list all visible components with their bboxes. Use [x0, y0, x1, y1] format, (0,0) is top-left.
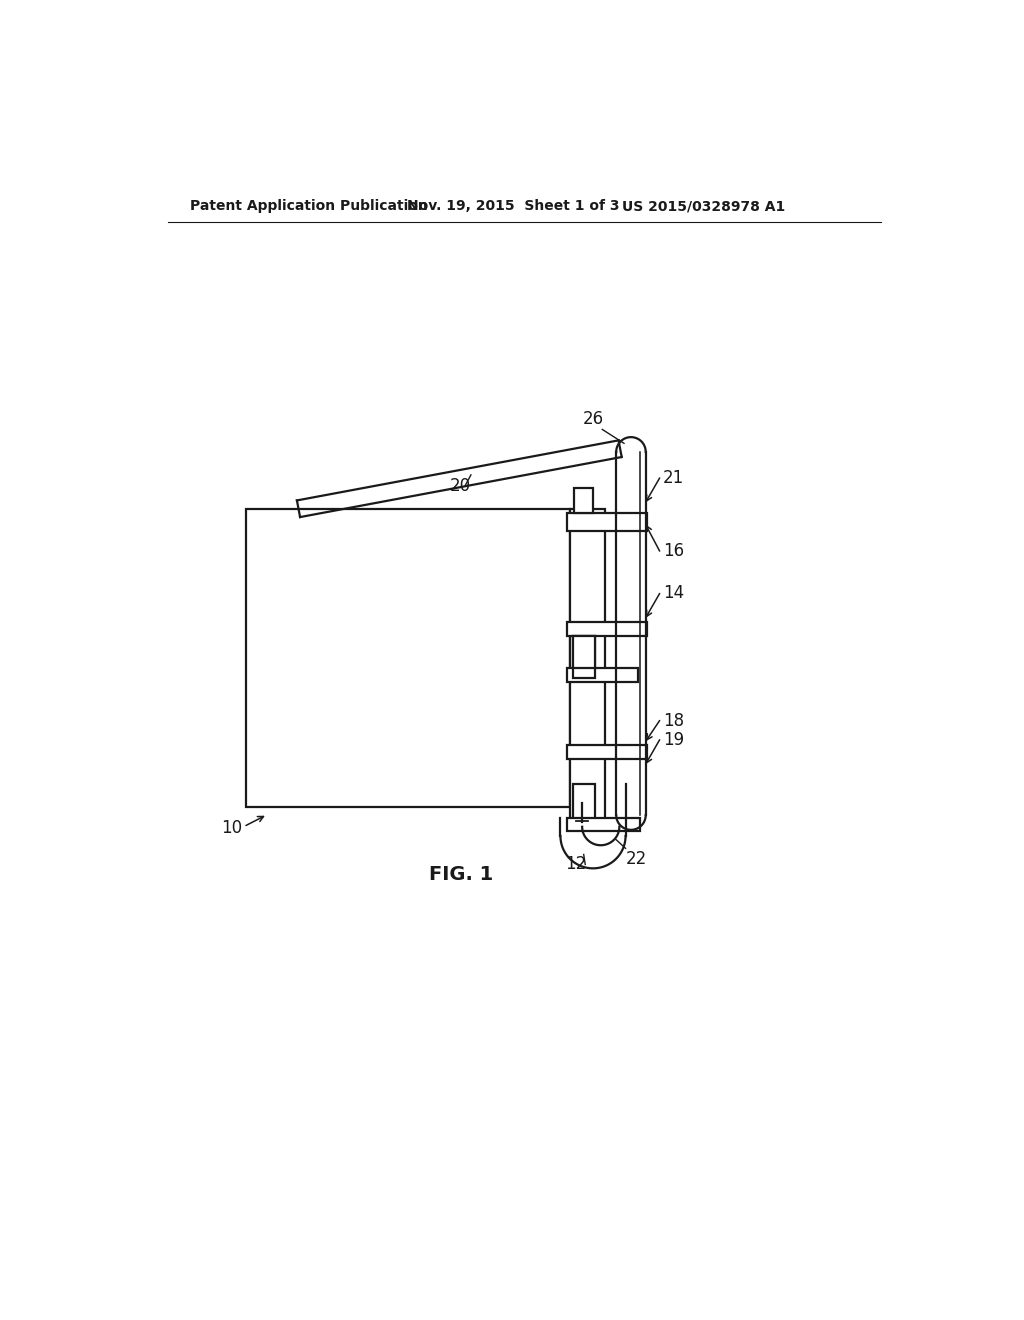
Text: 22: 22: [626, 850, 647, 867]
Text: 20: 20: [450, 477, 471, 495]
Bar: [572, 784, 595, 822]
Bar: [572, 636, 595, 678]
Text: 12: 12: [565, 855, 587, 874]
Bar: [572, 636, 595, 668]
Bar: [567, 817, 640, 832]
Text: US 2015/0328978 A1: US 2015/0328978 A1: [623, 199, 785, 213]
Text: 21: 21: [663, 469, 684, 487]
Text: 26: 26: [583, 411, 603, 428]
Bar: [569, 508, 604, 830]
Text: FIG. 1: FIG. 1: [429, 865, 494, 884]
Text: 10: 10: [221, 820, 243, 837]
Text: 16: 16: [663, 543, 684, 560]
Text: Nov. 19, 2015  Sheet 1 of 3: Nov. 19, 2015 Sheet 1 of 3: [407, 199, 620, 213]
Bar: [567, 512, 647, 531]
Text: 14: 14: [663, 585, 684, 602]
Bar: [567, 622, 647, 636]
Text: 18: 18: [663, 711, 684, 730]
Bar: [246, 508, 569, 807]
Bar: [567, 668, 638, 682]
Bar: [573, 488, 593, 512]
Text: Patent Application Publication: Patent Application Publication: [190, 199, 428, 213]
Bar: [567, 744, 647, 759]
Text: 19: 19: [663, 731, 684, 748]
